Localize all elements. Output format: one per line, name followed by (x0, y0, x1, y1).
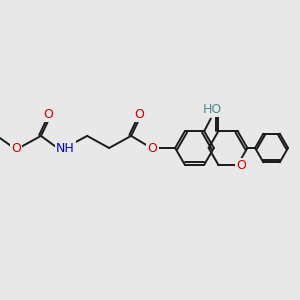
Text: O: O (134, 108, 144, 121)
Text: O: O (147, 142, 157, 154)
Text: O: O (213, 101, 223, 114)
Text: NH: NH (56, 142, 74, 154)
Text: O: O (237, 159, 247, 172)
Text: HO: HO (203, 103, 222, 116)
Text: O: O (11, 142, 21, 154)
Text: O: O (44, 108, 53, 121)
